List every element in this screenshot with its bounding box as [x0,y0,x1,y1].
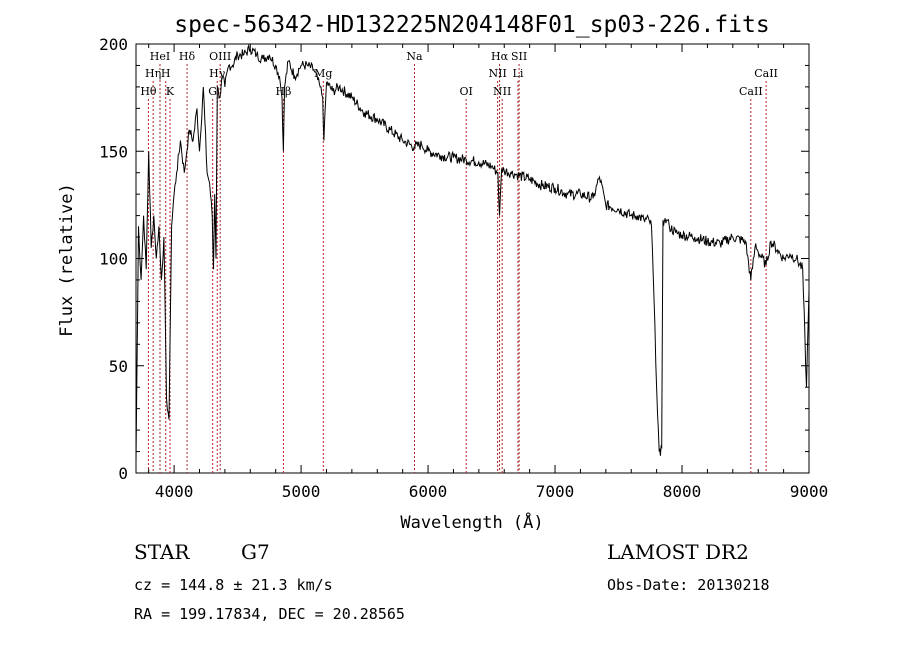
line-label: Hα [491,50,509,63]
y-tick-label: 150 [99,142,128,161]
line-label: CaII [739,85,763,98]
line-label: Na [406,50,423,63]
line-label: Hδ [179,50,196,63]
line-label: NII [488,67,506,80]
line-label: Li [513,67,524,80]
line-label: CaII [754,67,778,80]
line-labels: Hθ Hη HeI HK Hδ OIII Hγ G Hβ Mg Na OI Hα NII NII SII Li C… [140,50,778,98]
y-tick-label: 0 [118,464,128,483]
y-tick-label: 50 [109,357,128,376]
line-label: H [161,67,171,80]
survey-name: LAMOST DR2 [607,540,749,564]
plot-frame [135,43,810,474]
line-label: SII [511,50,527,63]
object-class: STAR [134,540,190,564]
line-label: OI [459,85,472,98]
sky-coordinates: RA = 199.17834, DEC = 20.28565 [134,605,405,623]
redshift-cz: cz = 144.8 ± 21.3 km/s [134,576,333,594]
spectrum-line [135,43,810,463]
observation-date: Obs-Date: 20130218 [607,576,770,594]
x-tick-label: 5000 [282,482,321,501]
line-label: Hγ [209,67,226,80]
line-label: Hθ [140,85,157,98]
line-label: Mg [314,67,332,80]
line-label: G [208,85,217,98]
chart-title: spec-56342-HD132225N204148F01_sp03-226.f… [174,12,769,38]
x-tick-label: 7000 [536,482,575,501]
y-tick-label: 100 [99,250,128,269]
line-label: K [166,85,175,98]
x-tick-label: 4000 [155,482,194,501]
x-tick-label: 9000 [790,482,829,501]
y-tick-label: 200 [99,35,128,54]
spectrum-series [135,43,810,463]
line-label: Hβ [275,85,291,98]
line-label: NII [493,85,511,98]
y-axis-label: Flux (relative) [57,183,77,337]
x-axis-label: Wavelength (Å) [400,511,543,533]
x-tick-label: 8000 [663,482,702,501]
line-label: Hη [145,67,161,80]
x-axis: 4000 5000 6000 7000 8000 9000 [148,44,829,501]
line-markers [147,64,767,473]
x-tick-label: 6000 [409,482,448,501]
line-label: OIII [209,50,231,63]
line-label: HeI [150,50,170,63]
y-axis: 0 50 100 150 200 [99,35,809,483]
object-subclass: G7 [241,540,270,564]
